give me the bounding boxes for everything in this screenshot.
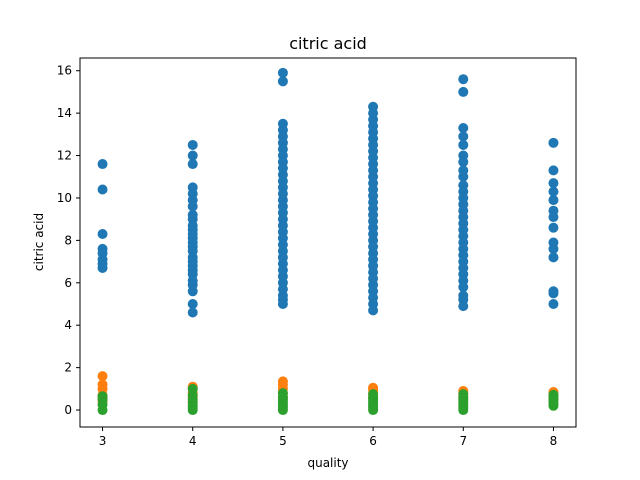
data-point [458, 156, 469, 167]
y-tick-label: 6 [64, 276, 72, 290]
y-tick-label: 0 [64, 403, 72, 417]
data-point [548, 299, 559, 309]
data-point [548, 243, 559, 254]
data-point [187, 201, 198, 212]
data-point [187, 286, 198, 297]
x-tick-label: 7 [459, 434, 467, 448]
data-point [548, 252, 559, 263]
data-point [97, 184, 108, 195]
x-tick-label: 3 [99, 434, 107, 448]
data-point [187, 405, 198, 416]
data-point [548, 186, 559, 197]
plot-frame [79, 57, 577, 428]
data-point [458, 405, 469, 416]
data-point [187, 150, 198, 161]
data-point [368, 305, 379, 316]
x-axis-label: quality [307, 456, 348, 470]
data-point [97, 405, 108, 416]
data-point [97, 262, 108, 273]
data-point [277, 405, 288, 416]
y-tick-label: 4 [64, 318, 72, 332]
data-point [458, 74, 469, 85]
data-point [548, 288, 559, 299]
data-point [548, 165, 559, 176]
data-point [458, 122, 469, 133]
data-point [97, 371, 108, 382]
data-point [458, 139, 469, 150]
y-tick-label: 2 [64, 361, 72, 375]
data-point [187, 307, 198, 318]
data-point [97, 159, 108, 170]
ticks-layer: 3 4 5 6 7 8 0 2 4 6 8 10 12 14 16 [57, 64, 558, 448]
data-point [548, 400, 559, 411]
data-point [458, 301, 469, 312]
y-axis-label: citric acid [32, 213, 46, 271]
chart-title: citric acid [289, 34, 367, 53]
data-point [187, 299, 198, 309]
series-0 [97, 67, 559, 318]
y-tick-label: 16 [57, 64, 72, 78]
points-layer [97, 67, 559, 416]
data-point [548, 137, 559, 148]
data-point [548, 178, 559, 189]
data-point [97, 229, 108, 240]
y-tick-label: 10 [57, 191, 72, 205]
x-tick-label: 4 [189, 434, 197, 448]
data-point [187, 139, 198, 150]
data-point [458, 131, 469, 142]
y-tick-label: 14 [57, 106, 72, 120]
x-tick-label: 8 [550, 434, 558, 448]
data-point [548, 222, 559, 233]
x-tick-label: 5 [279, 434, 287, 448]
data-point [277, 299, 288, 309]
data-point [548, 212, 559, 223]
y-tick-label: 12 [57, 149, 72, 163]
data-point [548, 195, 559, 206]
data-point [187, 159, 198, 170]
data-point [368, 405, 379, 416]
data-point [277, 76, 288, 87]
data-point [458, 171, 469, 182]
series-2 [97, 383, 559, 416]
data-point [277, 67, 288, 78]
x-tick-label: 6 [369, 434, 377, 448]
y-tick-label: 8 [64, 233, 72, 247]
data-point [458, 86, 469, 97]
data-point [458, 282, 469, 293]
